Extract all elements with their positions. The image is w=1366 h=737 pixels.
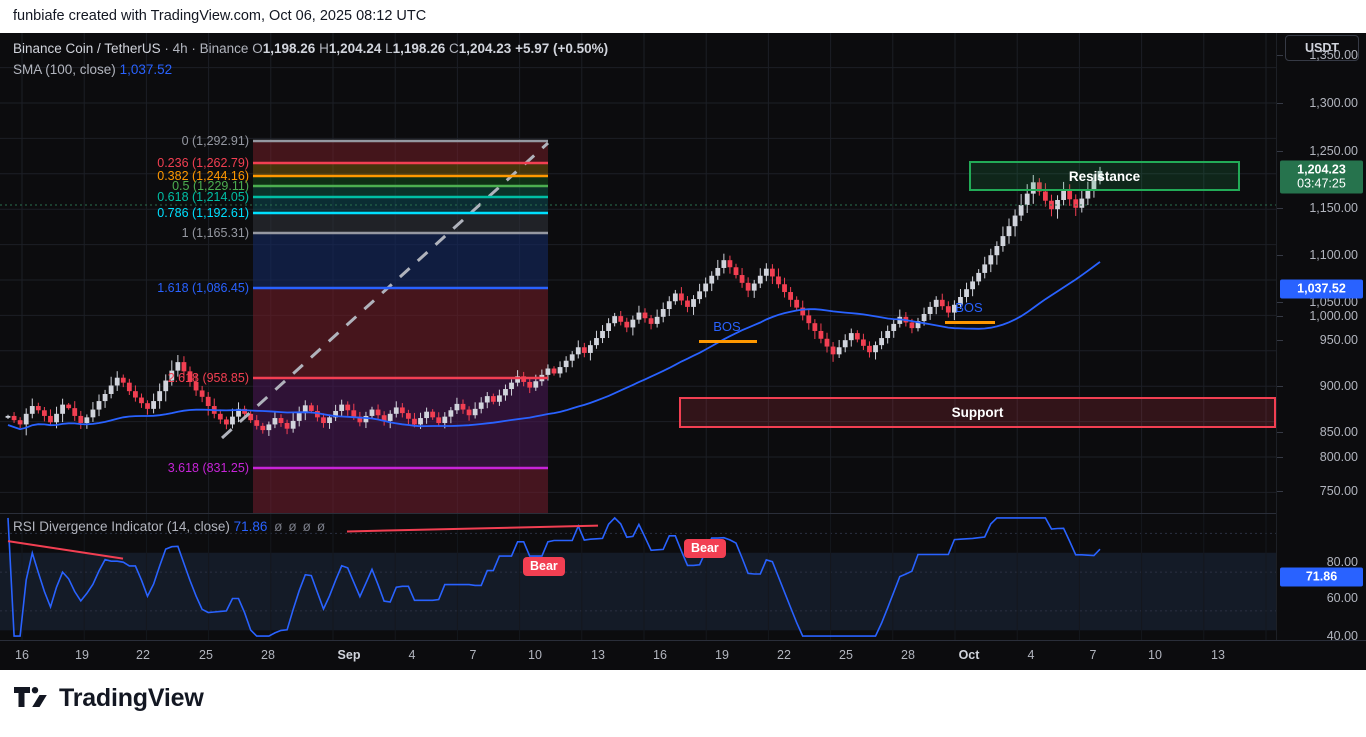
- price-tick-mark: [1277, 151, 1283, 152]
- pane-divider[interactable]: [0, 513, 1276, 514]
- price-tick-mark: [1277, 386, 1283, 387]
- price-tick-mark: [1277, 302, 1283, 303]
- price-tick-mark: [1277, 457, 1283, 458]
- price-tick-mark: [1277, 340, 1283, 341]
- rsi-null-value: ø: [288, 519, 297, 534]
- time-tick-label: 25: [839, 648, 853, 662]
- time-tick-label: 28: [261, 648, 275, 662]
- time-tick-label: 19: [75, 648, 89, 662]
- price-tick-label: 1,150.00: [1309, 201, 1358, 215]
- price-tick-label: 850.00: [1319, 425, 1358, 439]
- time-tick-label: 4: [1027, 648, 1035, 662]
- time-tick-label: 4: [408, 648, 416, 662]
- time-tick-label: 22: [136, 648, 150, 662]
- time-tick-label: 28: [901, 648, 915, 662]
- price-tick-label: 1,300.00: [1309, 96, 1358, 110]
- bos-level-line[interactable]: [945, 321, 995, 324]
- rsi-tick-label: 40.00: [1326, 629, 1358, 643]
- sma-price-value: 1,037.52: [1297, 281, 1346, 296]
- time-tick-label: 19: [715, 648, 729, 662]
- bos-label[interactable]: BOS: [955, 300, 983, 315]
- rsi-legend: RSI Divergence Indicator (14, close) 71.…: [13, 519, 328, 534]
- fib-level-label: 0.618 (1,214.05): [157, 190, 249, 204]
- bear-divergence-label[interactable]: Bear: [523, 557, 565, 576]
- last-price-badge[interactable]: 1,204.23 03:47:25: [1280, 160, 1363, 194]
- rsi-null-value: ø: [316, 519, 326, 534]
- footer-bar: TradingView: [0, 670, 1366, 737]
- price-axis[interactable]: USDT 1,350.00 1,300.00 1,250.00 1,150.00 1,1…: [1276, 33, 1366, 643]
- fib-level-label: 1 (1,165.31): [181, 226, 249, 240]
- price-tick-label: 1,050.00: [1309, 295, 1358, 309]
- last-price-countdown: 03:47:25: [1297, 176, 1346, 191]
- rsi-null-value: ø: [302, 519, 311, 534]
- price-tick-mark: [1277, 255, 1283, 256]
- price-tick-label: 1,100.00: [1309, 248, 1358, 262]
- price-tick-label: 950.00: [1319, 333, 1358, 347]
- time-tick-label: 22: [777, 648, 791, 662]
- fib-level-label: 0.786 (1,192.61): [157, 206, 249, 220]
- time-tick-label: Oct: [958, 648, 980, 662]
- price-tick-label: 1,250.00: [1309, 144, 1358, 158]
- price-tick-label: 1,350.00: [1309, 48, 1358, 62]
- sma-price-badge[interactable]: 1,037.52: [1280, 279, 1363, 299]
- rsi-legend-value: 71.86: [233, 519, 268, 534]
- time-tick-label: 10: [528, 648, 542, 662]
- bos-level-line[interactable]: [699, 340, 757, 343]
- support-box[interactable]: Support: [679, 397, 1276, 428]
- tradingview-logo[interactable]: TradingView: [14, 684, 204, 713]
- attribution-bar: funbiafe created with TradingView.com, O…: [0, 0, 1366, 33]
- rsi-chart-svg: [0, 514, 1276, 640]
- fib-level-label: 0.5 (1,229.11): [172, 179, 249, 193]
- bear-divergence-label[interactable]: Bear: [684, 539, 726, 558]
- time-tick-label: 25: [199, 648, 213, 662]
- price-tick-mark: [1277, 103, 1283, 104]
- bos-label[interactable]: BOS: [713, 319, 741, 334]
- time-tick-label: 7: [469, 648, 477, 662]
- price-tick-label: 1,000.00: [1309, 309, 1358, 323]
- rsi-tick-label: 60.00: [1326, 591, 1358, 605]
- fib-level-label: 1.618 (1,086.45): [157, 281, 249, 295]
- time-tick-label: 13: [1211, 648, 1225, 662]
- rsi-value-badge[interactable]: 71.86: [1280, 567, 1363, 587]
- rsi-current-value: 71.86: [1305, 569, 1338, 584]
- tradingview-mark-icon: [14, 687, 47, 707]
- tradingview-wordmark: TradingView: [59, 684, 204, 712]
- last-price-value: 1,204.23: [1297, 162, 1346, 177]
- resistance-box[interactable]: Resistance: [969, 161, 1240, 191]
- support-label: Support: [951, 405, 1004, 420]
- price-tick-label: 900.00: [1319, 379, 1358, 393]
- rsi-null-value: ø: [274, 519, 283, 534]
- fib-level-label: 3.618 (831.25): [167, 461, 249, 475]
- price-tick-label: 800.00: [1319, 450, 1358, 464]
- price-pane[interactable]: Binance Coin / TetherUS · 4h · Binance O…: [0, 33, 1276, 513]
- price-chart-svg: [0, 33, 1276, 513]
- price-tick-mark: [1277, 55, 1283, 56]
- price-tick-mark: [1277, 208, 1283, 209]
- fib-level-label: 0 (1,292.91): [181, 134, 249, 148]
- time-tick-label: 16: [15, 648, 29, 662]
- price-tick-mark: [1277, 491, 1283, 492]
- time-tick-label: 10: [1148, 648, 1162, 662]
- fib-level-label: 0.382 (1,244.16): [157, 169, 249, 183]
- fib-level-label: 0.236 (1,262.79): [157, 156, 249, 170]
- time-tick-label: 13: [591, 648, 605, 662]
- rsi-pane[interactable]: RSI Divergence Indicator (14, close) 71.…: [0, 514, 1276, 640]
- resistance-label: Resistance: [1068, 168, 1141, 184]
- rsi-tick-label: 80.00: [1326, 555, 1358, 569]
- fib-level-label: 2.618 (958.85): [167, 371, 249, 385]
- price-tick-label: 750.00: [1319, 484, 1358, 498]
- rsi-legend-name[interactable]: RSI Divergence Indicator (14, close): [13, 519, 230, 534]
- time-tick-label: 16: [653, 648, 667, 662]
- time-tick-label: Sep: [337, 648, 361, 662]
- chart-area: Binance Coin / TetherUS · 4h · Binance O…: [0, 33, 1366, 670]
- price-tick-mark: [1277, 316, 1283, 317]
- currency-button[interactable]: USDT: [1285, 35, 1359, 61]
- time-tick-label: 7: [1089, 648, 1097, 662]
- price-tick-mark: [1277, 432, 1283, 433]
- time-axis[interactable]: 16 19 22 25 28 Sep 4 7 10 13 16 19 22 25 28 Oct 4 7 10 13: [0, 640, 1366, 670]
